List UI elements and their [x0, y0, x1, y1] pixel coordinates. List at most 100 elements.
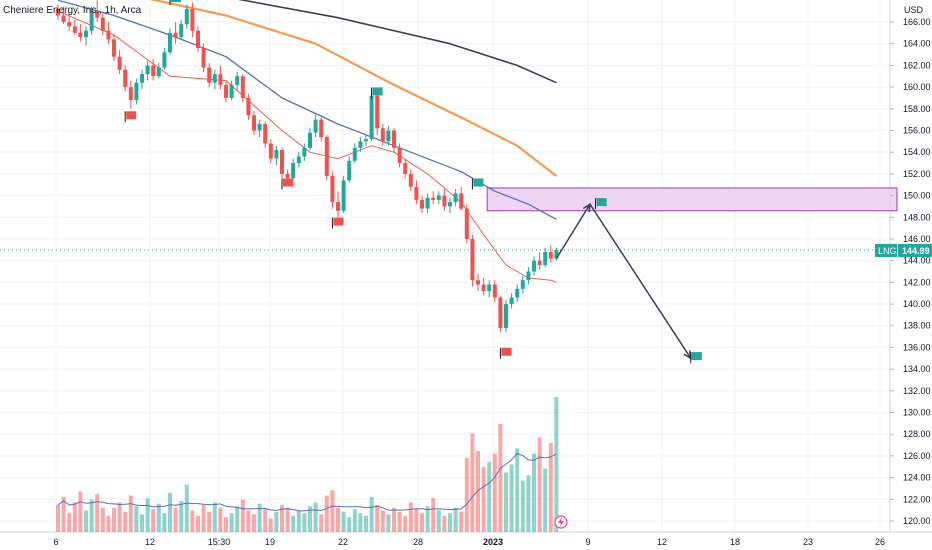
volume-bar [420, 513, 424, 532]
volume-bar [448, 513, 452, 532]
volume-bar [336, 507, 340, 532]
candle-body [520, 280, 525, 289]
volume-bar [285, 507, 290, 532]
red-flag-icon[interactable] [501, 347, 512, 356]
currency-label: USD [904, 5, 924, 15]
volume-bar [72, 502, 77, 532]
red-flag-icon[interactable] [333, 217, 344, 226]
last-price-value: 144.99 [902, 246, 930, 256]
volume-bar [341, 511, 346, 532]
volume-bar [442, 515, 447, 532]
lightning-icon[interactable] [554, 515, 568, 529]
candle-body [106, 30, 111, 40]
volume-bar [212, 502, 217, 532]
candle-body [67, 22, 72, 27]
candle-body [196, 30, 200, 49]
candle-body [296, 156, 301, 164]
candle-body [123, 69, 128, 88]
candle-body [509, 297, 514, 305]
volume-bar [291, 515, 296, 532]
candle-body [375, 95, 380, 129]
volume-bar [504, 472, 508, 532]
volume-bar [162, 513, 167, 532]
y-tick-label: 142.00 [903, 277, 931, 287]
volume-bar [274, 511, 279, 532]
volume-bar [168, 492, 172, 532]
volume-bar [173, 507, 178, 532]
chart-title: Cheniere Energy, Inc., 1h, Arca [3, 5, 142, 16]
candle-body [224, 84, 228, 98]
volume-bar [100, 507, 105, 532]
volume-bar [408, 502, 413, 532]
green-flag-icon[interactable] [473, 178, 484, 187]
volume-bar [179, 500, 184, 532]
candle-body [128, 87, 133, 101]
ma-layer [0, 0, 890, 283]
y-tick-label: 150.00 [903, 191, 931, 201]
volume-bar [235, 506, 240, 532]
red-flag-icon[interactable] [283, 178, 293, 187]
volume-bar [386, 514, 391, 532]
x-tick-label: 26 [875, 537, 885, 547]
green-flag-icon[interactable] [372, 87, 383, 96]
candle-body [117, 56, 122, 70]
volume-bar [392, 507, 396, 532]
candle-body [392, 130, 396, 148]
candle-body [420, 199, 424, 209]
y-tick-label: 158.00 [903, 104, 931, 114]
volume-bar [425, 506, 430, 532]
supply-zone-box[interactable] [486, 187, 898, 212]
candle-body [134, 82, 139, 101]
x-tick-label: 6 [53, 537, 58, 547]
candle-body [386, 130, 391, 142]
candle-body [470, 238, 475, 281]
volume-bar [190, 510, 195, 532]
candle-body [162, 52, 167, 68]
volume-bar [369, 496, 374, 532]
y-tick-label: 138.00 [903, 321, 931, 331]
symbol-badge [875, 244, 897, 257]
zone-layer[interactable] [486, 187, 898, 212]
time-axis[interactable]: 6 12 15:30 19 22 28 2023 9 12 18 23 26 [53, 537, 885, 547]
projection-layer[interactable] [555, 202, 692, 360]
volume-bar [313, 502, 318, 532]
projection-path[interactable] [555, 202, 692, 359]
y-tick-label: 166.00 [903, 17, 931, 27]
green-flag-icon[interactable] [596, 198, 607, 207]
candle-body [184, 8, 189, 25]
y-tick-label: 122.00 [903, 494, 931, 504]
volume-bar [515, 448, 520, 532]
volume-bar [476, 451, 480, 532]
candle-body [414, 186, 419, 200]
volume-bar [145, 498, 150, 532]
price-axis[interactable]: 166.00 164.00 162.00 160.00 158.00 156.00 154.… [890, 17, 931, 526]
volume-bar [296, 510, 301, 532]
volume-bar [364, 515, 368, 532]
volume-bar [532, 453, 536, 532]
volume-bar [481, 467, 486, 532]
volume-bar [352, 509, 357, 532]
volume-layer [56, 397, 559, 532]
candle-body [464, 208, 469, 239]
volume-bar [252, 514, 256, 532]
red-flag-icon[interactable] [126, 111, 137, 120]
candle-body [112, 39, 116, 57]
y-tick-label: 146.00 [903, 234, 931, 244]
candle-body [190, 8, 195, 31]
green-flag-icon[interactable] [171, 0, 181, 3]
candle-body [268, 143, 273, 159]
volume-bar [464, 457, 469, 532]
volume-bar [380, 510, 385, 532]
volume-bar [308, 506, 312, 532]
candle-body [229, 84, 234, 98]
candle-body [492, 284, 497, 298]
flag-layer[interactable] [124, 0, 702, 364]
volume-bar [112, 507, 116, 532]
y-tick-label: 120.00 [903, 516, 931, 526]
volume-bar [56, 505, 60, 532]
candle-body [319, 119, 324, 137]
green-flag-icon[interactable] [691, 352, 702, 361]
candle-body [151, 65, 156, 77]
candle-body [95, 11, 100, 18]
